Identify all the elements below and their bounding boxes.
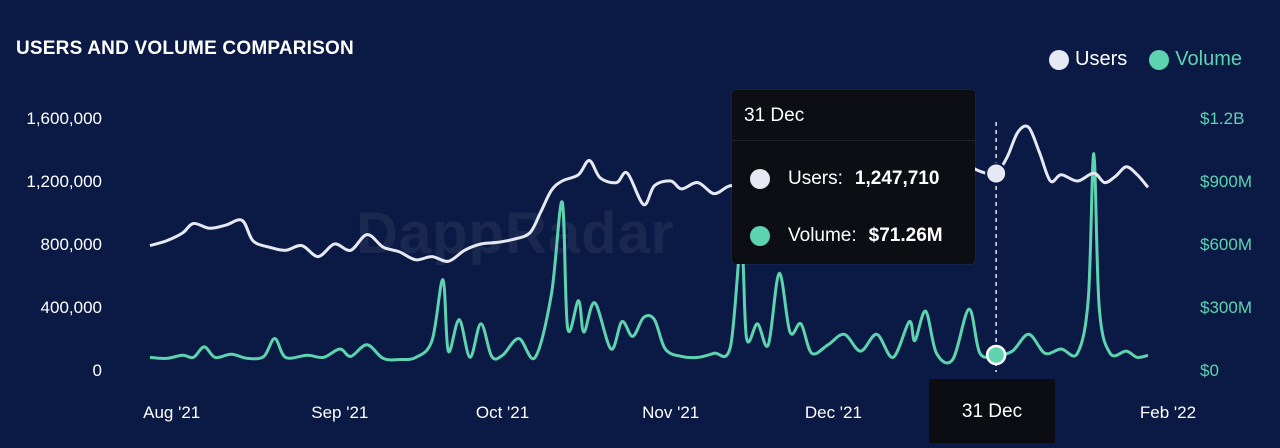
- y-left-tick-label: 1,600,000: [26, 109, 102, 128]
- y-left-tick-label: 0: [93, 361, 102, 380]
- volume-hover-marker: [985, 344, 1007, 366]
- y-right-tick-label: $600M: [1200, 235, 1252, 254]
- users-dot-icon: [750, 169, 770, 189]
- chart-legend: Users Volume: [1049, 48, 1242, 71]
- tooltip-row-volume: Volume: $71.26M: [750, 225, 943, 247]
- tooltip-date: 31 Dec: [732, 90, 975, 141]
- tooltip-users-value: 1,247,710: [854, 168, 940, 189]
- x-tick-label: Aug '21: [143, 403, 200, 422]
- x-tick-label: Oct '21: [476, 403, 529, 422]
- legend-label: Users: [1075, 48, 1128, 70]
- tooltip-row-users: Users: 1,247,710: [750, 168, 939, 190]
- hover-date-badge: 31 Dec: [929, 379, 1055, 443]
- users-series-line: [149, 124, 1150, 263]
- tooltip-users-label: Users:: [788, 168, 843, 189]
- x-tick-label: Dec '21: [805, 403, 862, 422]
- legend-dot-icon: [1049, 49, 1070, 70]
- legend-dot-icon: [1149, 49, 1170, 70]
- chart-tooltip: 31 Dec Users: 1,247,710 Volume: $71.26M: [732, 90, 975, 264]
- y-left-tick-label: 400,000: [41, 298, 102, 317]
- legend-item-users[interactable]: Users: [1049, 48, 1127, 71]
- y-axis-left: 0 400,000 800,000 1,200,000 1,600,000: [26, 109, 102, 380]
- y-left-tick-label: 1,200,000: [26, 172, 102, 191]
- y-axis-right: $0 $300M $600M $900M $1.2B: [1200, 109, 1252, 380]
- legend-item-volume[interactable]: Volume: [1149, 48, 1242, 71]
- y-right-tick-label: $900M: [1200, 172, 1252, 191]
- volume-series-line: [149, 152, 1149, 365]
- x-axis: Aug '21 Sep '21 Oct '21 Nov '21 Dec '21 Feb '…: [143, 403, 1196, 422]
- x-tick-label: Feb '22: [1140, 403, 1196, 422]
- x-tick-label: Sep '21: [311, 403, 368, 422]
- y-right-tick-label: $300M: [1200, 298, 1252, 317]
- legend-label: Volume: [1175, 48, 1242, 70]
- y-right-tick-label: $0: [1200, 361, 1219, 380]
- series-layer: [149, 124, 1150, 365]
- y-left-tick-label: 800,000: [41, 235, 102, 254]
- hover-markers: [985, 162, 1008, 366]
- volume-dot-icon: [750, 226, 770, 246]
- x-tick-label: Nov '21: [642, 403, 699, 422]
- users-hover-marker: [985, 162, 1008, 185]
- tooltip-volume-label: Volume:: [788, 225, 857, 246]
- tooltip-volume-value: $71.26M: [868, 225, 943, 246]
- chart-title: USERS AND VOLUME COMPARISON: [16, 38, 354, 59]
- y-right-tick-label: $1.2B: [1200, 109, 1244, 128]
- dappradar-watermark: DappRadar: [356, 201, 675, 266]
